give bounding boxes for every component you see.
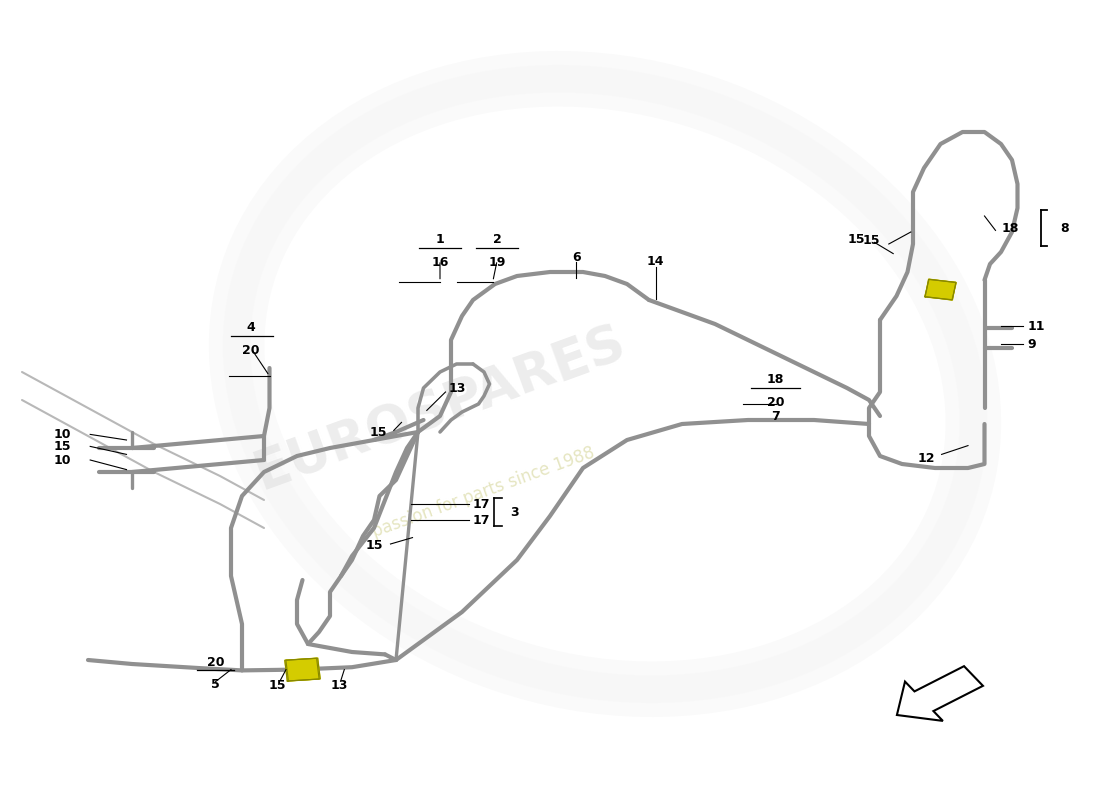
Text: 17: 17 — [473, 498, 491, 510]
Polygon shape — [285, 658, 320, 681]
Text: 5: 5 — [211, 678, 220, 691]
Text: 10: 10 — [54, 454, 72, 466]
Text: 15: 15 — [370, 426, 387, 438]
Polygon shape — [925, 279, 956, 300]
Text: 20: 20 — [767, 396, 784, 409]
Text: 6: 6 — [572, 251, 581, 264]
Text: 16: 16 — [431, 256, 449, 269]
Text: 20: 20 — [207, 656, 224, 669]
Text: 4: 4 — [246, 322, 255, 334]
Text: 15: 15 — [862, 234, 880, 246]
Text: 1: 1 — [436, 234, 444, 246]
Text: 19: 19 — [488, 256, 506, 269]
Text: 17: 17 — [473, 514, 491, 526]
Text: 10: 10 — [54, 428, 72, 441]
Polygon shape — [925, 279, 956, 300]
Text: 13: 13 — [330, 679, 348, 692]
Text: 15: 15 — [365, 539, 383, 552]
Text: 18: 18 — [1001, 222, 1019, 234]
Polygon shape — [286, 658, 319, 681]
Text: 8: 8 — [1060, 222, 1069, 234]
Text: 2: 2 — [493, 234, 502, 246]
Text: EUROSPARES: EUROSPARES — [248, 317, 632, 499]
Text: 20: 20 — [242, 344, 260, 357]
Text: 3: 3 — [510, 506, 519, 518]
Text: 13: 13 — [449, 382, 466, 394]
Text: 15: 15 — [268, 679, 286, 692]
Text: 15: 15 — [847, 233, 865, 246]
Text: 11: 11 — [1027, 320, 1045, 333]
Text: 15: 15 — [54, 440, 72, 453]
Text: 12: 12 — [917, 452, 935, 465]
Text: passion for parts since 1988: passion for parts since 1988 — [371, 443, 597, 541]
Text: 18: 18 — [767, 374, 784, 386]
Text: 14: 14 — [647, 255, 664, 268]
Text: 7: 7 — [771, 410, 780, 423]
Text: 9: 9 — [1027, 338, 1036, 350]
